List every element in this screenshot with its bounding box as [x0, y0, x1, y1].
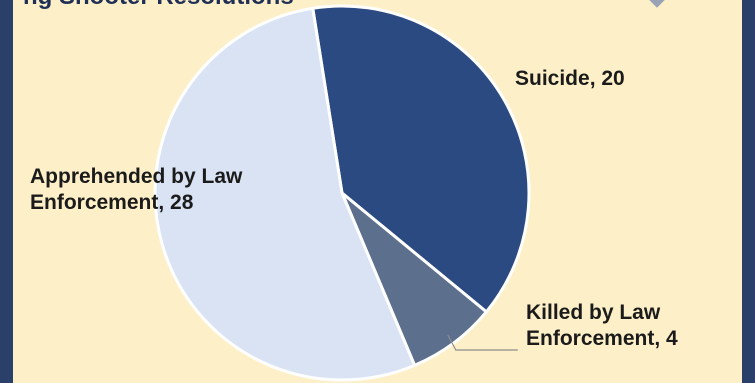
leader-line-killed	[447, 334, 518, 351]
slice-label-suicide: Suicide, 20	[515, 67, 625, 90]
chart-title-partial: ng Shooter Resolutions	[23, 0, 294, 11]
slice-label-apprehended: Apprehended by Law Enforcement, 28	[30, 165, 243, 215]
chart-panel: ng Shooter Resolutions Suicide, 20 Kille…	[13, 0, 742, 383]
pie-slice-suicide	[311, 4, 531, 314]
pie-chart	[153, 4, 531, 382]
slice-label-killed: Killed by Law Enforcement, 4	[526, 301, 678, 351]
pie-slice-apprehended	[153, 6, 417, 382]
